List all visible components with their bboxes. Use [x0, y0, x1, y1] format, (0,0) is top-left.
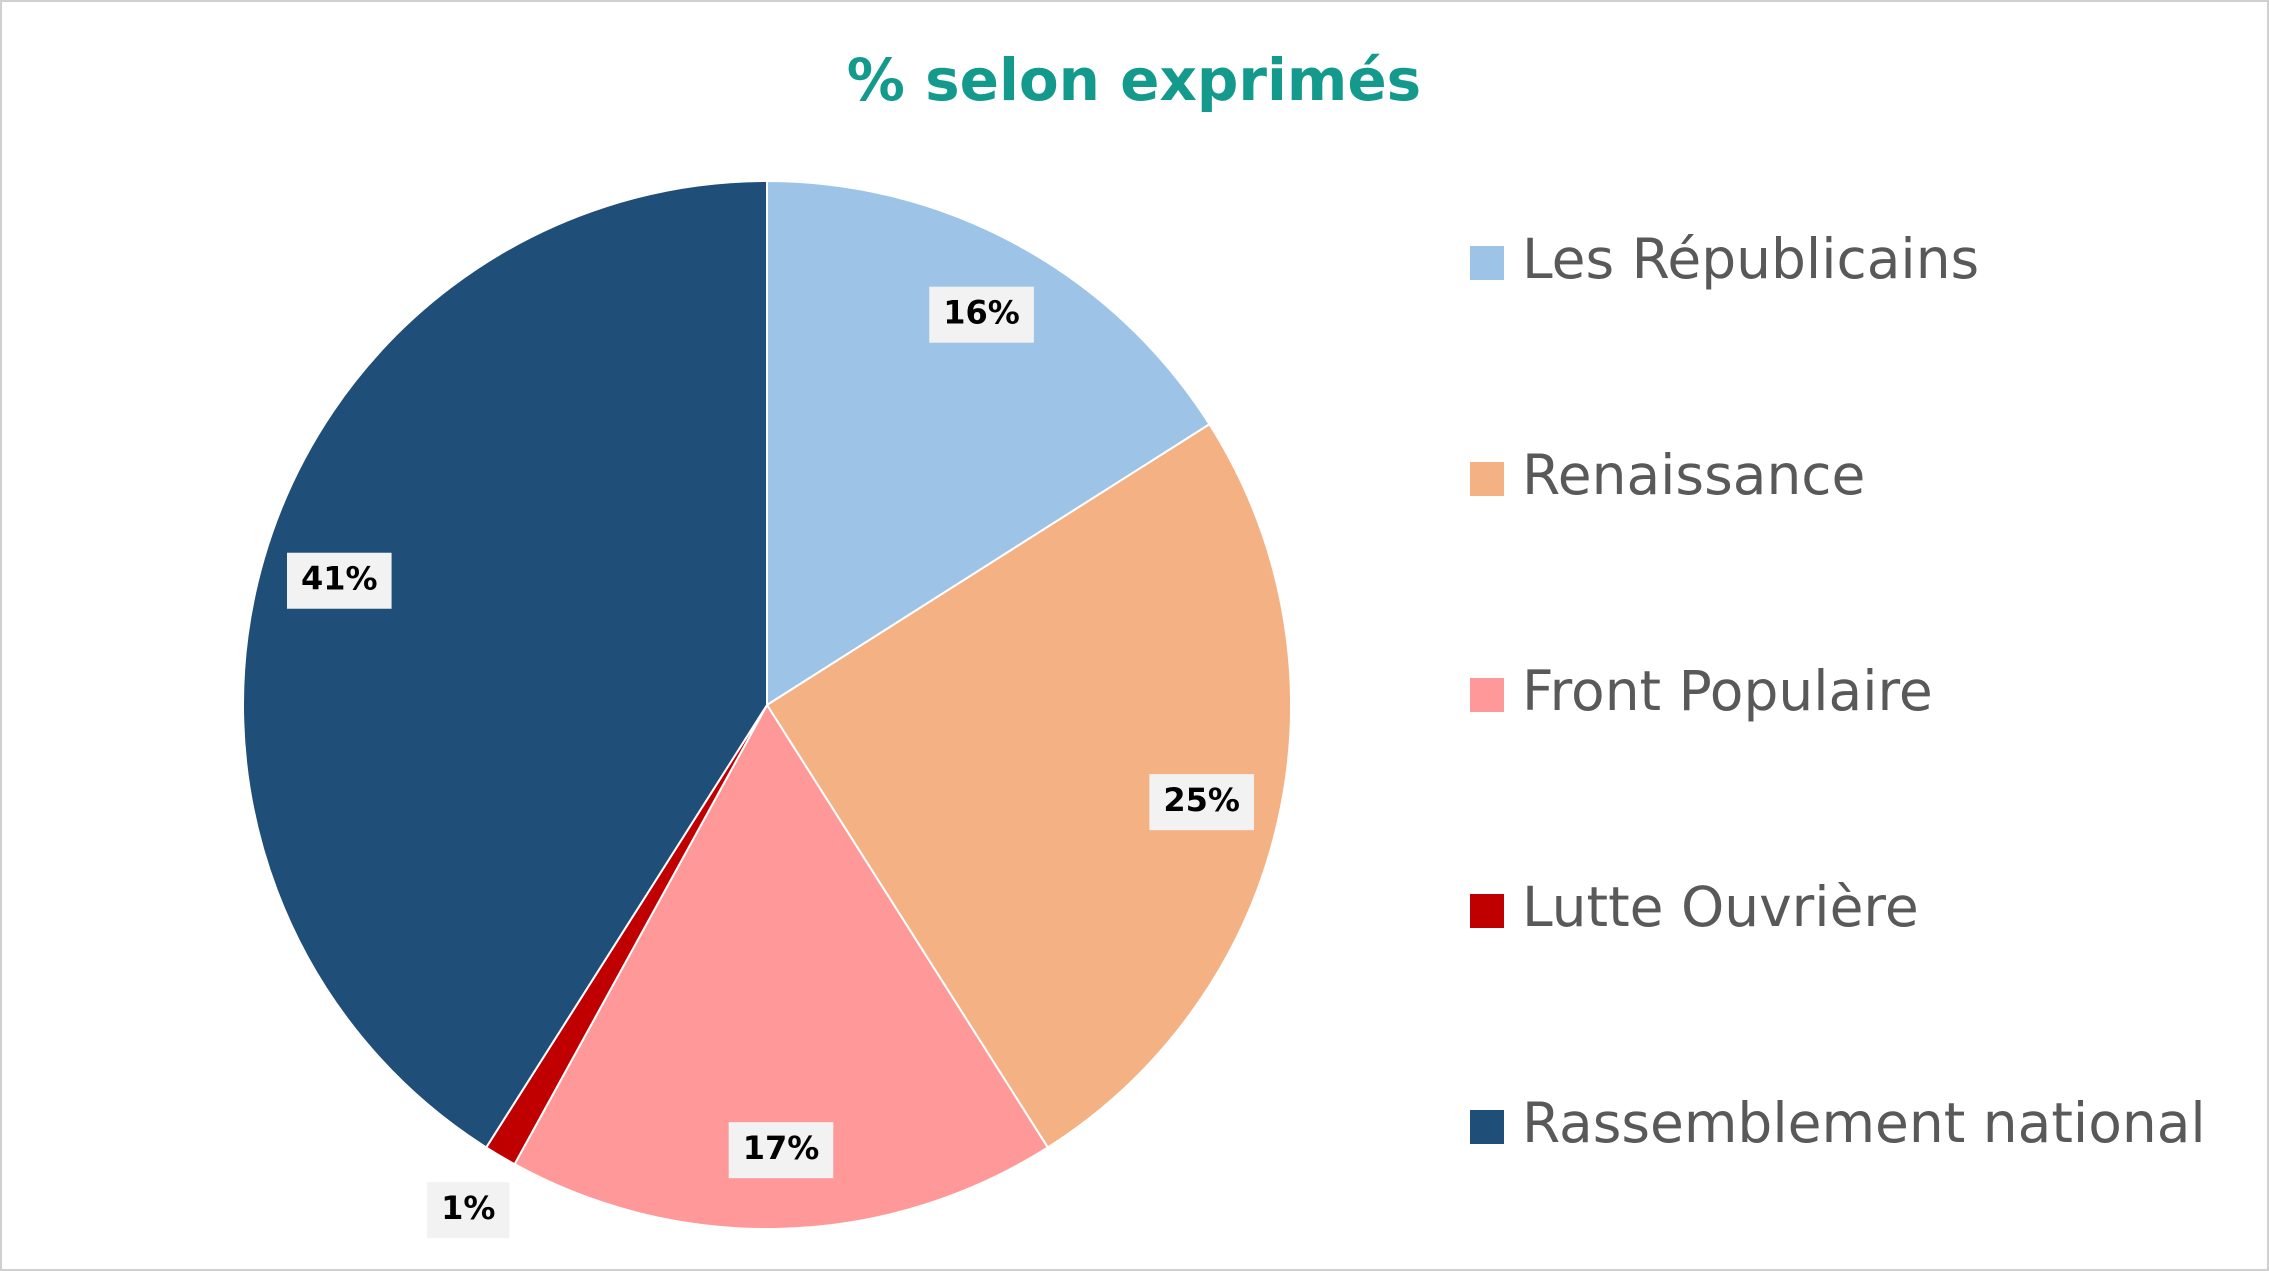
pie-slice — [766, 179, 1211, 707]
data-label-box — [929, 286, 1034, 343]
data-label: 16% — [943, 294, 1020, 332]
legend-swatch — [1470, 246, 1504, 280]
data-label: 17% — [743, 1129, 820, 1167]
pie-slice — [513, 703, 1050, 1230]
legend-swatch — [1470, 1110, 1504, 1144]
data-label-box — [728, 1122, 834, 1179]
legend-label: Front Populaire — [1522, 659, 1933, 723]
legend-swatch — [1470, 894, 1504, 928]
data-label-box — [427, 1182, 510, 1239]
data-label: 41% — [301, 560, 378, 598]
data-label-box — [1149, 774, 1254, 831]
legend-label: Rassemblement national — [1522, 1091, 2206, 1155]
data-label: 25% — [1163, 781, 1240, 819]
legend-swatch — [1470, 462, 1504, 496]
legend-label: Lutte Ouvrière — [1522, 875, 1919, 939]
data-label-box — [286, 552, 392, 609]
legend-swatch — [1470, 678, 1504, 712]
legend-label: Les Républicains — [1522, 227, 1979, 291]
pie-slice — [765, 422, 1292, 1149]
pie-slice — [242, 179, 768, 1149]
chart-title: % selon exprimés — [847, 46, 1421, 114]
data-label: 1% — [441, 1189, 495, 1227]
legend-label: Renaissance — [1522, 443, 1865, 507]
